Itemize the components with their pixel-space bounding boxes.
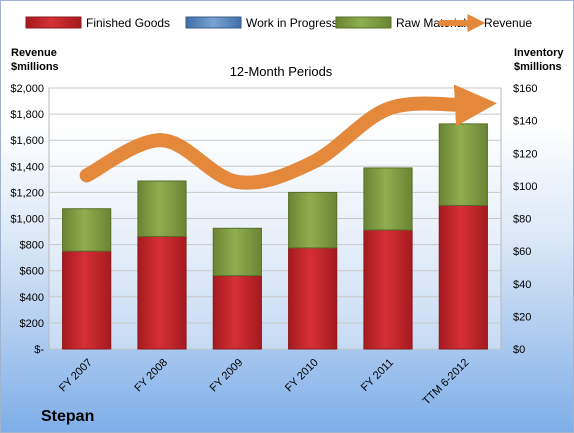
revenue-line xyxy=(79,84,497,190)
bar-raw-materials xyxy=(212,227,262,277)
company-name: Stepan xyxy=(41,408,94,425)
left-tick-label: $1,800 xyxy=(10,109,44,121)
category-label: FY 2007 xyxy=(57,357,95,395)
right-tick-label: $80 xyxy=(513,214,531,226)
right-tick-label: $160 xyxy=(513,83,537,95)
left-tick-label: $- xyxy=(34,344,44,356)
right-axis-title-line2: $millions xyxy=(514,61,562,73)
bar-raw-materials xyxy=(137,180,187,237)
category-label: TTM 6-2012 xyxy=(421,357,472,408)
category-label: FY 2009 xyxy=(208,357,246,395)
legend-swatch-finished-goods xyxy=(25,16,82,29)
legend-swatch-raw-materials xyxy=(335,16,392,29)
right-tick-label: $140 xyxy=(513,116,537,128)
category-label: FY 2010 xyxy=(283,357,321,395)
bar-raw-materials xyxy=(288,191,338,249)
left-tick-label: $600 xyxy=(20,266,44,278)
legend-swatch-work-in-progress xyxy=(185,16,242,29)
legend-label-revenue: Revenue xyxy=(484,16,532,30)
bar-finished-goods xyxy=(288,247,338,350)
bar-raw-materials xyxy=(363,167,413,231)
bars xyxy=(62,123,488,350)
right-tick-label: $20 xyxy=(513,311,531,323)
left-axis-title-line1: Revenue xyxy=(11,47,57,59)
bar-finished-goods xyxy=(438,204,488,350)
left-tick-label: $1,000 xyxy=(10,214,44,226)
bar-finished-goods xyxy=(62,250,112,350)
right-axis-title-line1: Inventory xyxy=(514,47,564,59)
left-axis-ticks: $- $200 $400 $600 $800 $1,000 $1,200 $1,400 $1,6… xyxy=(10,83,44,356)
category-label: FY 2008 xyxy=(132,357,170,395)
chart-title: 12-Month Periods xyxy=(230,64,333,79)
legend-label-work-in-progress: Work in Progress xyxy=(246,16,338,30)
legend-label-raw-materials: Raw Materials xyxy=(396,16,472,30)
category-label: FY 2011 xyxy=(359,357,396,394)
bar-raw-materials xyxy=(438,123,488,206)
legend: Finished Goods Work in Progress Raw Mate… xyxy=(25,14,532,32)
left-tick-label: $800 xyxy=(20,240,44,252)
bar-raw-materials xyxy=(62,208,112,252)
gridlines xyxy=(49,87,501,350)
right-axis-ticks: $0 $20 $40 $60 $80 $100 $120 $140 $160 xyxy=(513,83,537,356)
category-axis-ticks: FY 2007 FY 2008 FY 2009 FY 2010 FY 2011 TTM 6… xyxy=(57,357,471,408)
left-tick-label: $1,200 xyxy=(10,187,44,199)
right-tick-label: $120 xyxy=(513,148,537,160)
bar-finished-goods xyxy=(212,275,262,350)
right-tick-label: $60 xyxy=(513,246,531,258)
left-tick-label: $400 xyxy=(20,292,44,304)
legend-label-finished-goods: Finished Goods xyxy=(86,16,170,30)
bar-finished-goods xyxy=(137,235,187,350)
right-tick-label: $100 xyxy=(513,181,537,193)
left-tick-label: $1,400 xyxy=(10,161,44,173)
left-axis-title-line2: $millions xyxy=(11,61,59,73)
left-tick-label: $1,600 xyxy=(10,135,44,147)
left-tick-label: $2,000 xyxy=(10,83,44,95)
bar-finished-goods xyxy=(363,229,413,350)
left-tick-label: $200 xyxy=(20,318,44,330)
right-tick-label: $40 xyxy=(513,279,531,291)
right-tick-label: $0 xyxy=(513,344,525,356)
